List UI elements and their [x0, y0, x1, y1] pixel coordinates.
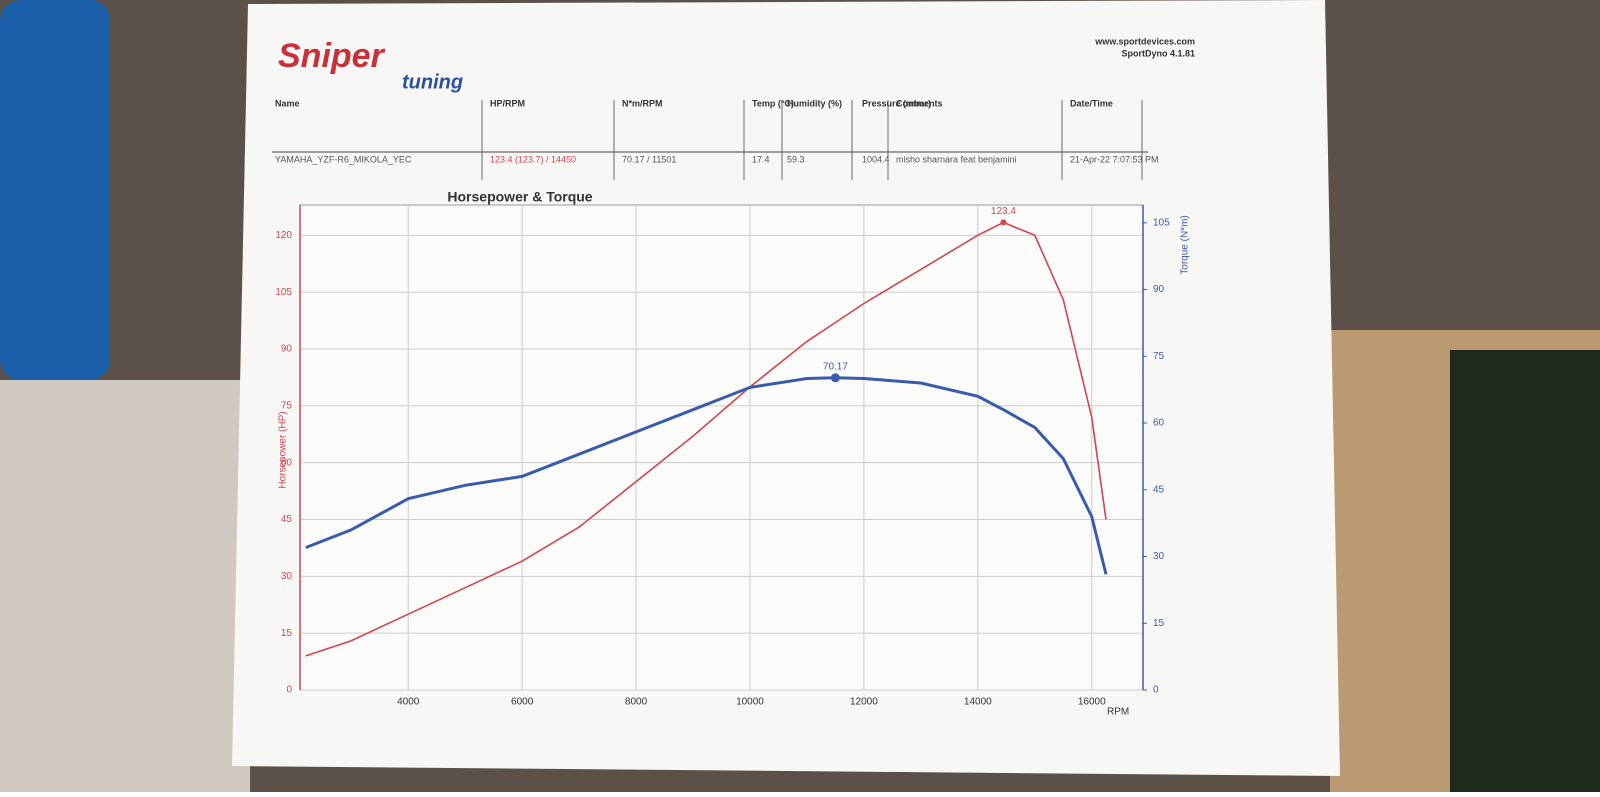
y-tick-label: 15	[281, 628, 293, 639]
mat	[1450, 350, 1600, 792]
info-table: Name HP/RPM N*m/RPM Temp (°C)Humidity (%) Pr…	[272, 98, 1159, 180]
chart-title: Horsepower & Torque	[447, 189, 592, 205]
y-tick-label: 0	[286, 685, 292, 696]
y2-tick-label: 105	[1153, 217, 1170, 228]
peak-label: 70.17	[823, 361, 848, 372]
x-axis-label: RPM	[1107, 707, 1129, 718]
table-cell: 70.17 / 11501	[622, 154, 676, 164]
y-tick-label: 75	[281, 400, 293, 411]
x-tick-label: 16000	[1078, 697, 1106, 708]
x-tick-label: 10000	[736, 697, 764, 708]
x-tick-label: 6000	[511, 697, 534, 708]
x-tick-label: 8000	[625, 697, 648, 708]
peak-marker	[1000, 219, 1007, 226]
table-header: Pressure (mbar)	[862, 98, 931, 108]
y-tick-label: 60	[281, 457, 293, 468]
logo-sub: tuning	[402, 71, 463, 93]
logo: Sniper	[278, 37, 386, 75]
table-header: Humidity (%)	[787, 98, 842, 108]
series-line	[305, 376, 1108, 575]
chart: 0 15 30 45 60 75 90 105 120 4000 6000 8000 10000 1200…	[275, 204, 1170, 708]
desk-surface	[0, 380, 250, 792]
y-tick-label: 45	[281, 514, 293, 525]
y2-axis-label: Torque (N*m)	[1180, 215, 1191, 274]
y2-tick-label: 45	[1153, 484, 1165, 495]
table-cell: 59.3	[787, 154, 805, 164]
table-header: Date/Time	[1070, 98, 1113, 108]
site: www.sportdevices.com	[1094, 36, 1195, 46]
y-tick-label: 120	[275, 230, 292, 241]
y-tick-label: 105	[275, 287, 292, 298]
series-line	[305, 221, 1107, 657]
y-axis-label: Horsepower (HP)	[278, 411, 289, 488]
y-tick-label: 90	[281, 344, 293, 355]
table-cell: 123.4 (123.7) / 14450	[490, 154, 576, 164]
peak-marker	[830, 373, 840, 383]
y2-tick-label: 0	[1153, 685, 1159, 696]
can	[0, 0, 110, 380]
table-header: HP/RPM	[490, 98, 525, 108]
plot-area	[299, 204, 1144, 691]
y2-tick-label: 90	[1153, 284, 1165, 295]
table-header: N*m/RPM	[622, 98, 663, 108]
table-header: Name	[275, 98, 300, 108]
software: SportDyno 4.1.81	[1121, 48, 1195, 58]
table-header: Temp (°C)	[752, 98, 794, 108]
table-cell: YAMAHA_YZF-R6_MIKOLA_YEC	[275, 154, 412, 164]
y2-tick-label: 30	[1153, 551, 1165, 562]
table-cell: misho sharnara feat benjamini	[896, 154, 1017, 164]
y2-tick-label: 15	[1153, 618, 1165, 629]
table-cell: 17.4	[752, 154, 770, 164]
y-tick-label: 30	[281, 571, 293, 582]
x-tick-label: 12000	[850, 697, 878, 708]
y2-tick-label: 60	[1153, 418, 1165, 429]
x-tick-label: 14000	[964, 697, 992, 708]
peak-label: 123.4	[991, 206, 1016, 217]
x-tick-label: 4000	[397, 697, 420, 708]
table-cell: 21-Apr-22 7:07:53 PM	[1070, 154, 1159, 164]
table-header: Comments	[896, 98, 943, 108]
y2-tick-label: 75	[1153, 351, 1165, 362]
table-cell: 1004.4	[862, 154, 890, 164]
